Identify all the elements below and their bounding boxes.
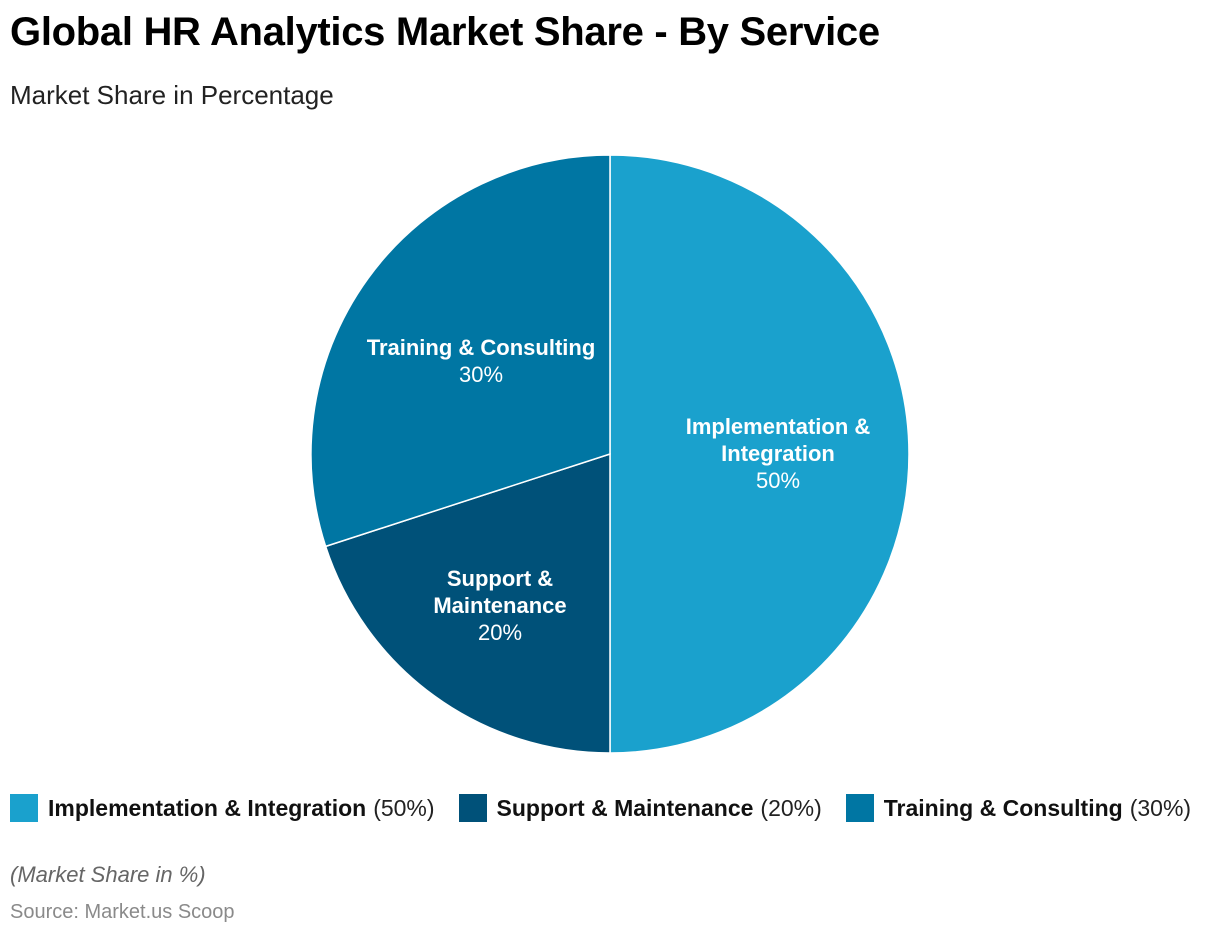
legend-item-training: Training & Consulting (30%) <box>845 794 1192 822</box>
chart-title: Global HR Analytics Market Share - By Se… <box>10 10 880 54</box>
legend-item-implementation: Implementation & Integration (50%) <box>10 794 435 822</box>
legend-swatch-training <box>845 794 874 822</box>
legend-value: (50%) <box>373 794 435 821</box>
legend-label: Training & Consulting <box>883 794 1123 821</box>
slice-label-name: Training & Consulting <box>367 335 596 360</box>
legend-swatch-support <box>458 794 487 822</box>
slice-label-2: Training & Consulting 30% <box>367 335 596 387</box>
slice-label-name: Support & <box>447 566 553 591</box>
slice-label-0: Implementation & Integration 50% <box>686 414 871 493</box>
chart-subtitle: Market Share in Percentage <box>10 80 334 110</box>
chart-source: Source: Market.us Scoop <box>10 901 235 923</box>
slice-label-value: 50% <box>756 468 800 493</box>
slice-label-name: Implementation & <box>686 414 871 439</box>
pie-slice-1 <box>324 452 611 754</box>
pie-slice-0 <box>609 154 910 754</box>
legend-item-support: Support & Maintenance (20%) <box>458 794 822 822</box>
slice-label-name: Integration <box>721 441 835 466</box>
legend-value: (20%) <box>760 794 822 821</box>
legend-value: (30%) <box>1129 794 1192 821</box>
legend-label: Implementation & Integration <box>48 794 367 821</box>
slice-label-value: 30% <box>459 362 503 387</box>
slice-label-value: 20% <box>478 620 522 645</box>
legend-swatch-implementation <box>10 794 38 822</box>
chart-legend: Implementation & Integration (50%) Suppo… <box>10 793 1191 823</box>
chart-note: (Market Share in %) <box>10 862 206 887</box>
legend-label: Support & Maintenance <box>496 794 754 821</box>
slice-label-name: Maintenance <box>433 593 566 618</box>
pie-slice-2 <box>310 154 611 548</box>
slice-label-1: Support & Maintenance 20% <box>433 566 566 645</box>
